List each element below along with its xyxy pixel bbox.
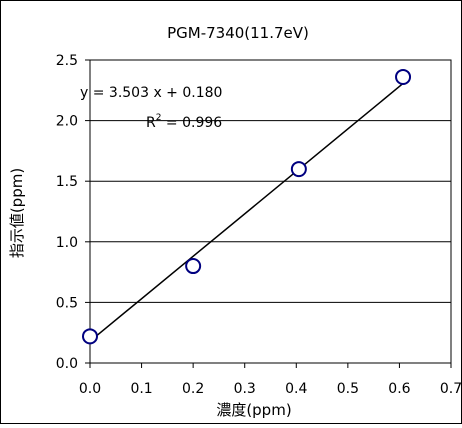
y-tick-label: 1.5 <box>56 174 78 190</box>
data-point <box>290 161 307 178</box>
y-tick-label: 2.5 <box>56 53 78 69</box>
x-tick-label: 0.6 <box>388 381 410 397</box>
r-squared-value: = 0.996 <box>161 115 222 131</box>
y-tick-label: 2.0 <box>56 114 78 130</box>
plot-area <box>89 59 452 364</box>
data-point <box>395 68 412 85</box>
y-tick-label: 1.0 <box>56 235 78 251</box>
data-point <box>82 328 98 345</box>
y-tick-label: 0.0 <box>56 356 78 372</box>
y-axis-label: 指示値(ppm) <box>8 168 26 258</box>
chart-title: PGM-7340(11.7eV) <box>167 24 309 42</box>
x-tick-label: 0.2 <box>182 381 204 397</box>
x-tick-label: 0.4 <box>285 381 307 397</box>
r-squared-exponent: 2 <box>156 113 162 123</box>
trendline <box>89 82 404 342</box>
r-squared-label: R2 = 0.996 <box>146 113 222 131</box>
x-tick-label: 0.0 <box>79 381 101 397</box>
y-tick-label: 0.5 <box>56 295 78 311</box>
trendline-equation: y = 3.503 x + 0.180 <box>80 85 222 101</box>
x-tick-label: 0.3 <box>234 381 256 397</box>
grid-lines <box>90 120 451 303</box>
data-point <box>185 258 202 275</box>
r-squared-prefix: R <box>146 115 156 131</box>
y-axis-ticks: 0.0 0.5 1.0 1.5 2.0 2.5 <box>56 53 90 372</box>
x-tick-label: 0.5 <box>337 381 359 397</box>
x-axis-label: 濃度(ppm) <box>216 401 291 419</box>
data-points <box>82 68 412 345</box>
x-axis-ticks: 0.0 0.1 0.2 0.3 0.4 0.5 0.6 0.7 <box>79 363 462 397</box>
x-tick-label: 0.7 <box>440 381 462 397</box>
x-tick-label: 0.1 <box>130 381 152 397</box>
